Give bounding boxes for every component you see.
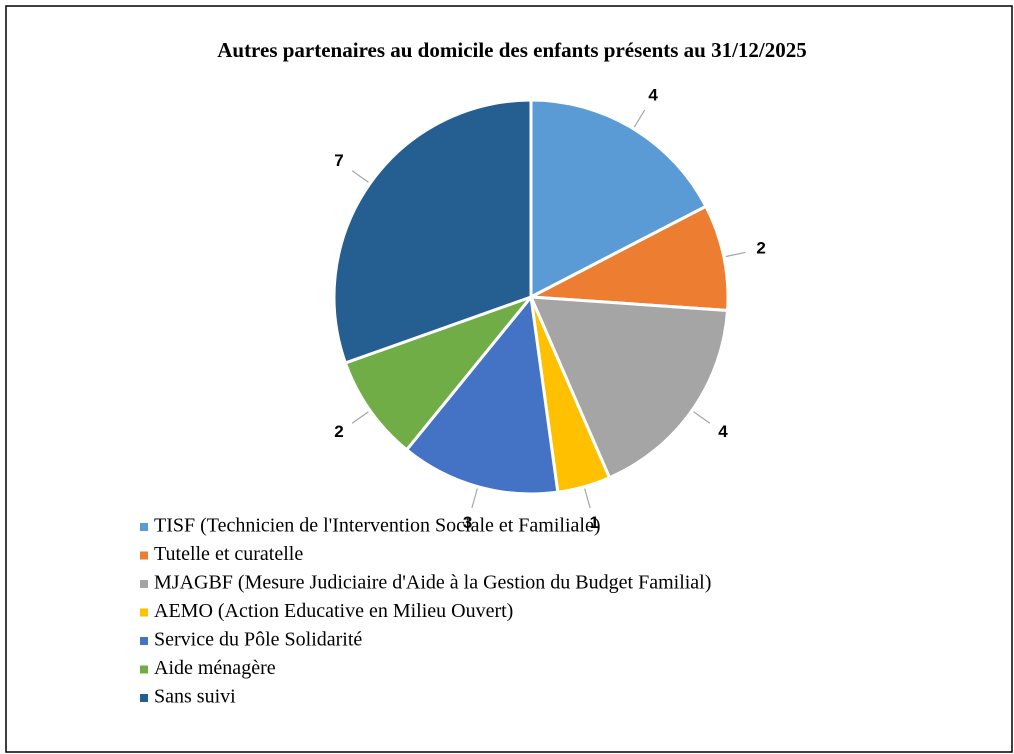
leader-line (693, 411, 711, 424)
legend-label: AEMO (Action Educative en Milieu Ouvert) (154, 600, 513, 622)
legend-swatch (140, 551, 148, 560)
legend-swatch (140, 694, 148, 702)
data-label: 1 (590, 513, 599, 532)
legend-swatch (140, 608, 148, 617)
leader-line (471, 488, 478, 509)
pie-slice (332, 98, 533, 365)
pie-slice (404, 293, 560, 496)
data-label: 2 (334, 422, 343, 441)
legend-swatch (140, 665, 148, 674)
data-label: 4 (718, 422, 728, 441)
legend-label: TISF (Technicien de l'Intervention Socia… (154, 515, 601, 537)
leader-line (351, 411, 369, 424)
data-label: 4 (648, 86, 658, 105)
pie-slice (343, 293, 536, 452)
data-label: 2 (756, 239, 765, 258)
chart-title: Autres partenaires au domicile des enfan… (217, 38, 807, 62)
legend-label: Tutelle et curatelle (154, 543, 303, 565)
pie-slice (525, 204, 730, 313)
legend-label: Service du Pôle Solidarité (154, 629, 362, 651)
leader-line (351, 170, 369, 183)
legend-swatch (140, 637, 148, 645)
pie-slice (529, 98, 708, 300)
leader-line (725, 251, 746, 258)
chart-frame (5, 5, 1013, 753)
data-label: 7 (334, 151, 343, 170)
data-label: 3 (463, 513, 472, 532)
leader-line (633, 109, 646, 128)
legend-label: Aide ménagère (154, 657, 276, 679)
pie-slice (528, 295, 730, 480)
legend-swatch (140, 523, 148, 531)
legend-label: Sans suivi (154, 686, 236, 708)
legend-label: MJAGBF (Mesure Judiciaire d'Aide à la Ge… (154, 572, 711, 594)
legend-swatch (140, 580, 148, 588)
leader-line (584, 488, 591, 509)
